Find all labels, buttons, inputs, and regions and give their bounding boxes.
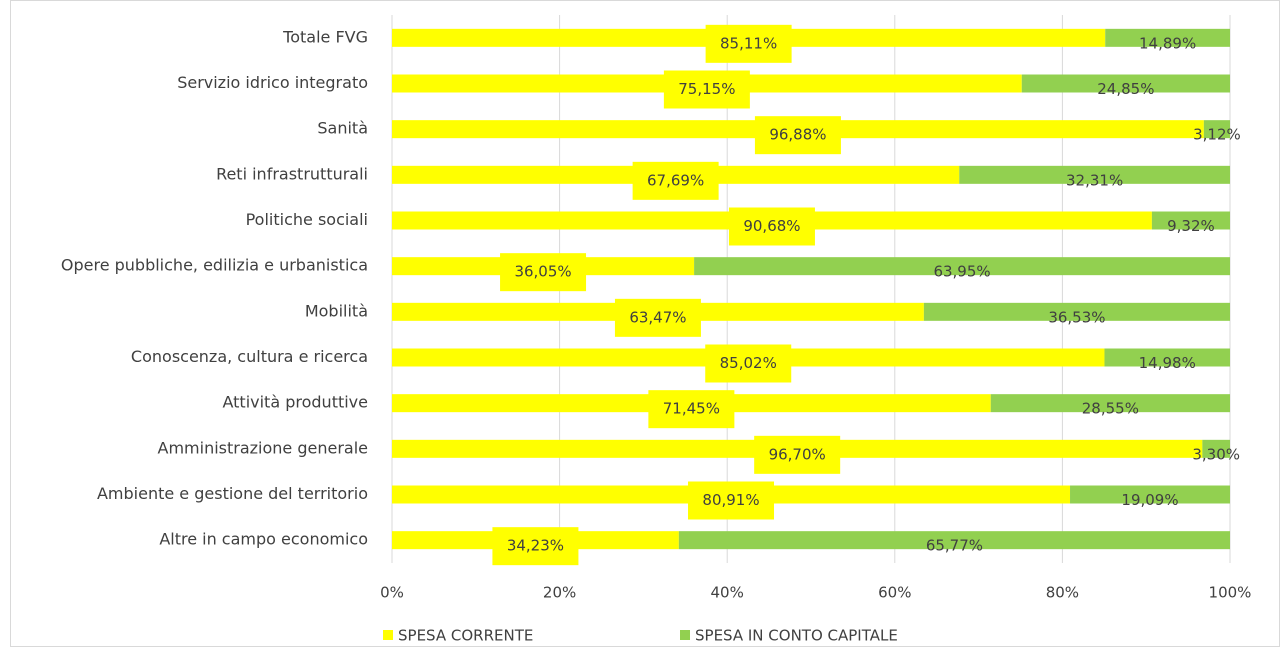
data-label: 75,15% bbox=[678, 80, 735, 98]
data-label: 96,70% bbox=[769, 445, 826, 463]
y-tick-label: Servizio idrico integrato bbox=[177, 73, 368, 92]
bar-segment bbox=[694, 257, 1230, 276]
data-label: 85,11% bbox=[720, 34, 777, 52]
bar-segment bbox=[1104, 348, 1230, 367]
data-label-box bbox=[614, 298, 701, 337]
bar-segment bbox=[1021, 74, 1230, 93]
bar-segment bbox=[1202, 439, 1230, 458]
y-tick-label: Sanità bbox=[317, 119, 368, 138]
x-tick-label: 40% bbox=[711, 584, 744, 602]
data-label-box bbox=[632, 161, 719, 200]
data-label: 19,09% bbox=[1121, 491, 1178, 509]
data-label-box bbox=[754, 116, 841, 155]
bar-segment bbox=[990, 394, 1230, 413]
data-label: 24,85% bbox=[1097, 80, 1154, 98]
y-tick-label: Mobilità bbox=[305, 301, 368, 320]
y-tick-label: Totale FVG bbox=[282, 27, 368, 46]
data-label: 65,77% bbox=[926, 537, 983, 555]
y-tick-label: Amministrazione generale bbox=[158, 438, 369, 457]
data-label: 67,69% bbox=[647, 171, 704, 189]
y-tick-label: Opere pubbliche, edilizia e urbanistica bbox=[61, 256, 368, 275]
bar-segment bbox=[678, 531, 1230, 550]
data-label: 36,53% bbox=[1048, 308, 1105, 326]
data-label: 80,91% bbox=[702, 491, 759, 509]
data-label: 63,47% bbox=[629, 308, 686, 326]
data-label: 90,68% bbox=[743, 217, 800, 235]
legend-swatch bbox=[383, 630, 393, 640]
data-label: 14,98% bbox=[1139, 354, 1196, 372]
y-tick-label: Attività produttive bbox=[222, 393, 368, 412]
y-tick-label: Altre in campo economico bbox=[159, 530, 368, 549]
data-label: 3,12% bbox=[1193, 126, 1241, 144]
bar-segment bbox=[1203, 120, 1230, 139]
chart-frame bbox=[10, 0, 1280, 647]
data-label: 85,02% bbox=[720, 354, 777, 372]
data-label-box bbox=[663, 70, 750, 109]
y-tick-label: Reti infrastrutturali bbox=[216, 164, 368, 183]
legend-label: SPESA IN CONTO CAPITALE bbox=[695, 627, 898, 645]
data-label: 9,32% bbox=[1167, 217, 1215, 235]
bar-segment bbox=[1105, 28, 1230, 47]
y-tick-label: Ambiente e gestione del territorio bbox=[97, 484, 368, 503]
bar-segment bbox=[923, 302, 1230, 321]
data-label-box bbox=[648, 390, 735, 429]
bar-segment bbox=[1070, 485, 1230, 504]
x-tick-label: 60% bbox=[878, 584, 911, 602]
x-tick-label: 80% bbox=[1046, 584, 1079, 602]
data-label-box bbox=[500, 253, 587, 292]
data-label: 32,31% bbox=[1066, 171, 1123, 189]
data-label: 28,55% bbox=[1082, 400, 1139, 418]
data-label: 63,95% bbox=[933, 263, 990, 281]
legend-label: SPESA CORRENTE bbox=[398, 627, 533, 645]
data-label: 34,23% bbox=[507, 537, 564, 555]
legend-swatch bbox=[680, 630, 690, 640]
data-label-box bbox=[492, 527, 579, 566]
x-tick-label: 0% bbox=[380, 584, 404, 602]
data-label-box bbox=[705, 24, 792, 63]
data-label: 71,45% bbox=[663, 400, 720, 418]
data-label-box bbox=[754, 435, 841, 474]
y-tick-label: Politiche sociali bbox=[246, 210, 368, 229]
y-tick-label: Conoscenza, cultura e ricerca bbox=[131, 347, 368, 366]
data-label-box bbox=[728, 207, 815, 246]
data-label: 96,88% bbox=[769, 126, 826, 144]
bar-segment bbox=[959, 165, 1230, 184]
x-tick-label: 100% bbox=[1209, 584, 1252, 602]
data-label-box bbox=[688, 481, 775, 520]
data-label: 36,05% bbox=[514, 263, 571, 281]
data-label: 3,30% bbox=[1192, 445, 1240, 463]
x-tick-label: 20% bbox=[543, 584, 576, 602]
data-label: 14,89% bbox=[1139, 34, 1196, 52]
bar-segment bbox=[1151, 211, 1230, 230]
data-label-box bbox=[705, 344, 792, 383]
